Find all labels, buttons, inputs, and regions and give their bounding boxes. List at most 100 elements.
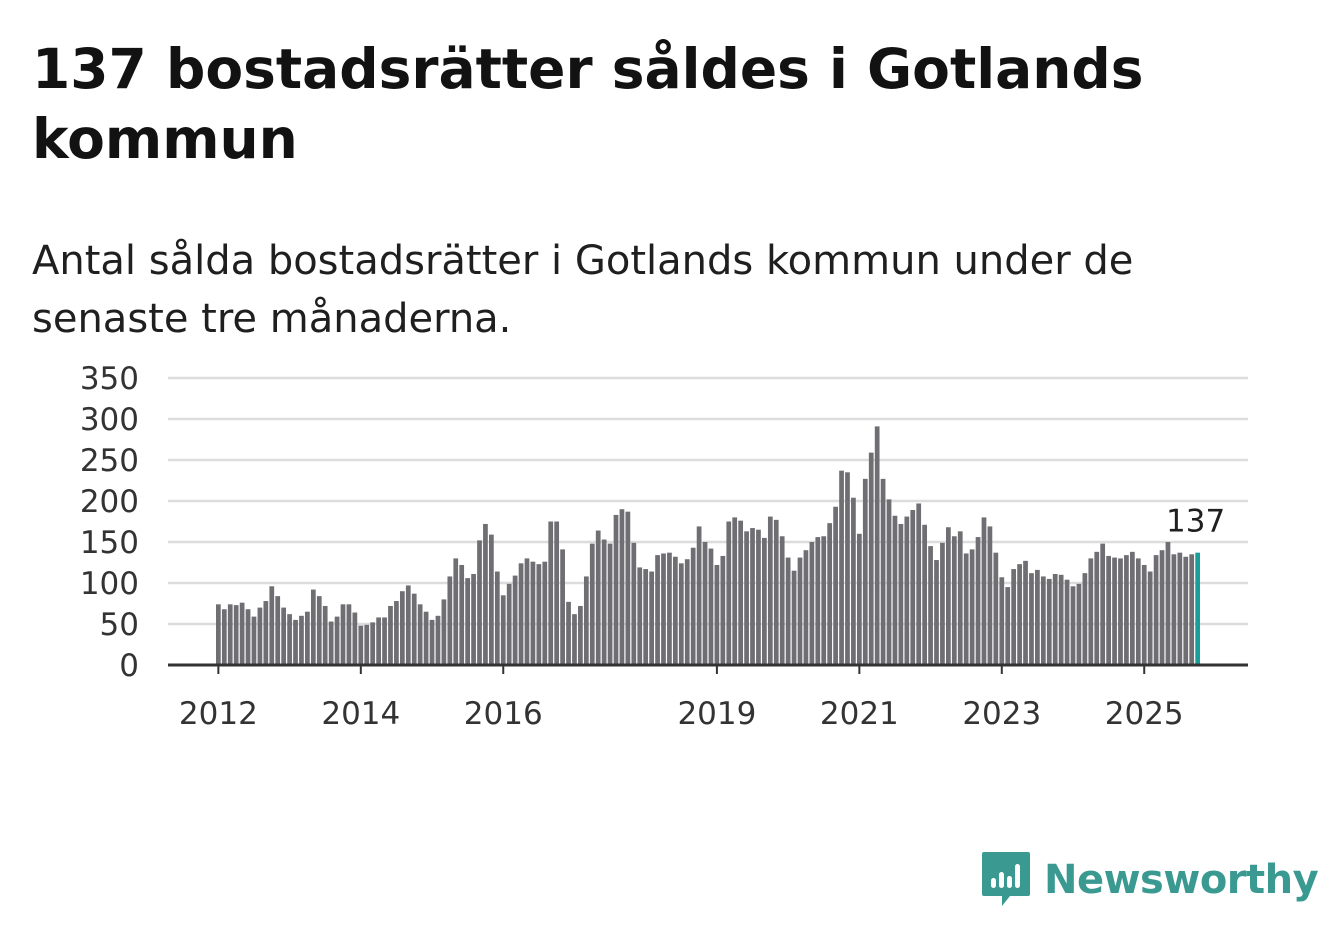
bar	[1106, 555, 1111, 665]
bar	[405, 585, 411, 665]
x-tick-label: 2012	[179, 696, 258, 732]
bar	[827, 523, 833, 665]
bar	[981, 517, 987, 665]
bar	[892, 515, 898, 665]
bar	[856, 533, 862, 665]
bar	[833, 506, 838, 665]
bar	[512, 575, 518, 665]
bar	[1135, 558, 1141, 665]
bar	[726, 521, 732, 665]
bar	[399, 591, 405, 665]
bar	[524, 558, 530, 665]
bar	[299, 615, 304, 665]
brand-name: Newsworthy	[1044, 857, 1319, 903]
bar	[940, 542, 945, 665]
bar	[993, 552, 999, 665]
bar	[417, 604, 423, 665]
bar	[785, 557, 791, 665]
bar	[447, 576, 453, 665]
bar	[566, 601, 571, 665]
last-value-label: 137	[1166, 504, 1225, 540]
bar	[1129, 551, 1135, 665]
bar	[845, 472, 850, 665]
bar	[257, 607, 263, 665]
bar	[352, 612, 358, 665]
bar	[957, 531, 963, 665]
bar	[216, 604, 221, 665]
bar	[732, 517, 738, 665]
bar	[649, 571, 654, 665]
bar	[322, 605, 328, 665]
bar	[269, 586, 275, 665]
bar	[382, 617, 387, 665]
bar	[613, 514, 619, 665]
bar	[773, 519, 779, 665]
bar	[583, 576, 589, 665]
bar	[275, 596, 281, 665]
bar	[1165, 542, 1171, 665]
bar	[506, 583, 512, 665]
bar	[233, 605, 239, 665]
bar	[963, 553, 969, 665]
y-axis-ticks: 0 50 100 150 200 250 300 350	[80, 361, 139, 684]
chart-subtitle: Antal sålda bostadsrätter i Gotlands kom…	[32, 238, 1134, 342]
bar	[738, 520, 744, 665]
bar	[489, 534, 494, 665]
bar	[1159, 550, 1165, 665]
bar	[245, 609, 251, 665]
bar	[316, 596, 322, 665]
bar	[1052, 573, 1058, 665]
x-tick-label: 2023	[962, 696, 1041, 732]
y-tick-label: 350	[80, 361, 139, 397]
bar	[625, 511, 631, 665]
bar	[1141, 564, 1147, 665]
bar	[328, 621, 334, 665]
bar	[459, 564, 465, 665]
bar	[928, 546, 933, 665]
bar	[281, 607, 287, 665]
bar	[767, 516, 773, 665]
y-tick-label: 150	[80, 525, 139, 561]
bar	[394, 601, 399, 665]
bar	[346, 604, 352, 665]
bar	[471, 573, 476, 665]
bar	[821, 536, 827, 665]
y-tick-label: 200	[80, 484, 139, 520]
bars	[216, 426, 1201, 665]
bar	[637, 567, 643, 665]
bar	[370, 622, 376, 665]
bar	[851, 497, 856, 665]
bar	[1088, 558, 1094, 665]
bar	[1017, 564, 1022, 665]
bar	[880, 478, 886, 665]
bar	[1171, 554, 1177, 665]
bar	[809, 542, 815, 665]
x-tick-label: 2016	[464, 696, 543, 732]
y-tick-label: 50	[100, 607, 139, 643]
bar	[868, 452, 874, 665]
bar	[263, 601, 269, 665]
bar	[946, 527, 951, 665]
bar	[287, 614, 292, 665]
bar	[494, 571, 500, 665]
bar	[661, 553, 666, 665]
bar	[1100, 543, 1106, 665]
bar	[477, 540, 482, 665]
bar	[572, 614, 577, 665]
bar	[441, 599, 447, 665]
bar	[916, 503, 922, 665]
bar	[536, 564, 542, 665]
bar	[227, 604, 233, 665]
bar	[310, 589, 316, 665]
chart-title: 137 bostadsrätter såldes i Gotlands komm…	[32, 37, 1144, 171]
x-tick-label: 2019	[677, 696, 756, 732]
bar	[1183, 556, 1189, 665]
bar	[975, 537, 981, 665]
bar	[340, 604, 346, 665]
bar	[453, 558, 459, 665]
bar	[1153, 555, 1159, 665]
x-tick-label: 2025	[1105, 696, 1184, 732]
bar	[678, 563, 684, 665]
bar	[874, 426, 880, 665]
